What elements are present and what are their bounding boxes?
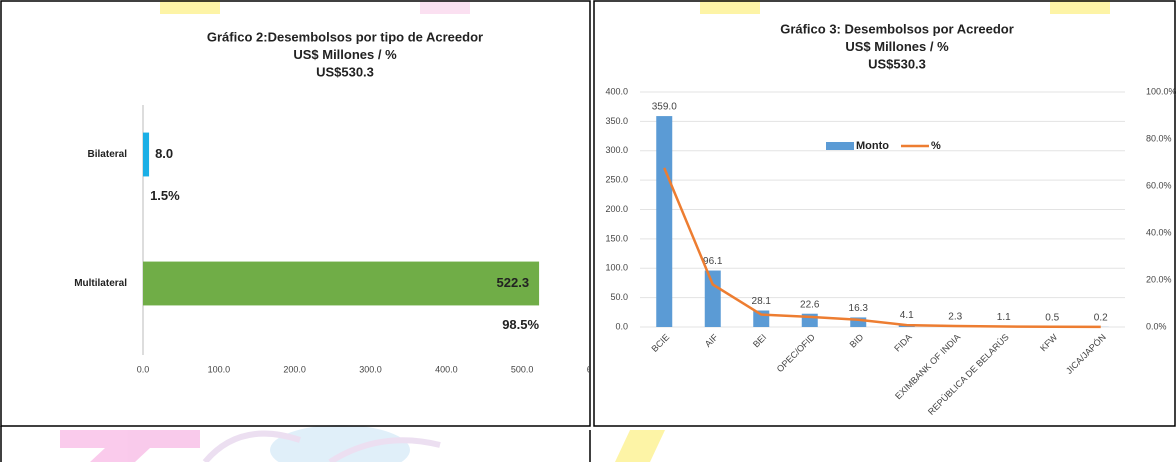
x-tick-label: 300.0: [359, 364, 382, 374]
y2-tick-label: 20.0%: [1146, 274, 1172, 284]
value-label: 0.5: [1045, 312, 1059, 323]
value-label: 4.1: [900, 310, 914, 321]
y-tick-label: 400.0: [605, 86, 628, 96]
x-tick-label: FIDA: [892, 332, 914, 354]
bar: [143, 262, 539, 306]
line: [664, 168, 1101, 327]
bar: [656, 116, 672, 327]
value-label: 22.6: [800, 299, 820, 310]
y2-tick-label: 80.0%: [1146, 133, 1172, 143]
value-label: 16.3: [849, 303, 869, 314]
y2-tick-label: 60.0%: [1146, 180, 1172, 190]
x-tick-label: AIF: [703, 332, 720, 349]
x-tick-label: KFW: [1038, 332, 1060, 354]
y2-tick-label: 0.0%: [1146, 321, 1167, 331]
x-tick-label: 500.0: [511, 364, 534, 374]
y-tick-label: 150.0: [605, 233, 628, 243]
y2-tick-label: 40.0%: [1146, 227, 1172, 237]
bar: [705, 271, 721, 327]
category-label: Multilateral: [74, 278, 127, 289]
chart-title: US$530.3: [316, 64, 374, 79]
y-tick-label: 350.0: [605, 116, 628, 126]
bar: [753, 310, 769, 327]
chart-title: US$ Millones / %: [293, 47, 397, 62]
chart-left: Gráfico 2:Desembolsos por tipo de Acreed…: [74, 29, 609, 374]
y-tick-label: 300.0: [605, 145, 628, 155]
value-label: 8.0: [155, 146, 173, 161]
value-label: 522.3: [497, 275, 530, 290]
chart-right: Gráfico 3: Desembolsos por Acreedor US$ M…: [605, 21, 1176, 416]
value-label: 359.0: [652, 102, 677, 113]
x-tick-label: BEI: [751, 332, 768, 349]
legend-label: %: [931, 140, 941, 152]
value-label: 0.2: [1094, 313, 1108, 324]
share-label: 98.5%: [502, 317, 539, 332]
page: Gráfico 2:Desembolsos por tipo de Acreed…: [0, 0, 1176, 462]
x-tick-label: JICA/JAPÓN: [1064, 332, 1108, 376]
share-label: 1.5%: [150, 188, 180, 203]
chart-title: Gráfico 3: Desembolsos por Acreedor: [780, 21, 1014, 36]
y-tick-label: 100.0: [605, 263, 628, 273]
y-tick-label: 200.0: [605, 204, 628, 214]
x-tick-label: BCIE: [649, 332, 671, 354]
x-tick-label: 400.0: [435, 364, 458, 374]
x-tick-label: BID: [848, 332, 866, 350]
legend-label: Monto: [856, 140, 889, 152]
value-label: 1.1: [997, 312, 1011, 323]
chart-title: Gráfico 2:Desembolsos por tipo de Acreed…: [207, 29, 483, 44]
category-label: Bilateral: [88, 149, 128, 160]
legend-swatch: [826, 142, 854, 150]
chart-title: US$ Millones / %: [845, 39, 949, 54]
x-tick-label: 200.0: [283, 364, 306, 374]
bar: [143, 133, 149, 177]
x-tick-label: OPEC/OFID: [775, 332, 817, 374]
y-tick-label: 250.0: [605, 175, 628, 185]
y2-tick-label: 100.0%: [1146, 86, 1176, 96]
y-tick-label: 0.0: [615, 321, 628, 331]
x-tick-label: 100.0: [208, 364, 231, 374]
panel-border: [1, 1, 590, 426]
x-tick-label: REPÚBLICA DE BELARÚS: [926, 332, 1011, 417]
y-tick-label: 50.0: [610, 292, 628, 302]
x-tick-label: 0.0: [137, 364, 150, 374]
value-label: 2.3: [948, 311, 962, 322]
value-label: 28.1: [752, 296, 772, 307]
chart-title: US$530.3: [868, 56, 926, 71]
